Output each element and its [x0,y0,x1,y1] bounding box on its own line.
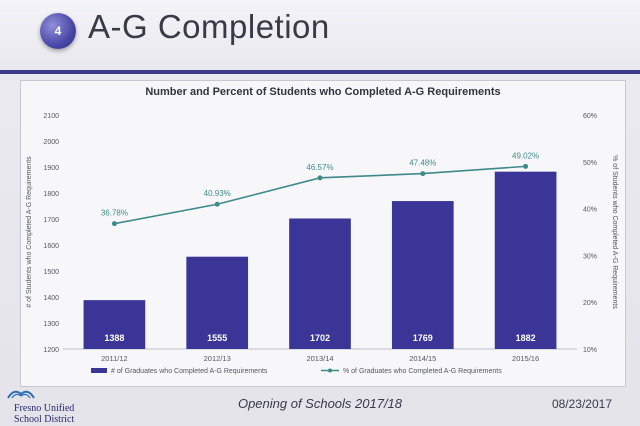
percent-point [523,163,529,169]
bar-2012-13 [186,256,249,349]
x-tick-label: 2013/14 [306,354,333,363]
legend-line-marker [328,368,332,373]
x-tick-label: 2015/16 [512,354,539,363]
percent-label: 40.93% [204,189,231,198]
y-right-tick-label: 30% [583,253,597,260]
y-tick-label: 2000 [43,139,59,146]
x-tick-label: 2011/12 [101,354,128,363]
percent-point [214,201,220,207]
y-right-axis-title: % of Students who Completed A-G Requirem… [611,155,618,309]
percent-label: 49.02% [512,151,539,160]
y-tick-label: 1500 [43,269,59,276]
percent-point [420,171,426,177]
footer-date: 08/23/2017 [551,397,612,411]
x-tick-label: 2012/13 [204,354,231,363]
y-axis-title: # of Students who Completed A-G Requirem… [26,156,33,308]
bar-value-label: 1882 [516,333,536,343]
y-tick-label: 1200 [43,347,59,354]
slide-title: A-G Completion [88,8,330,45]
bar-value-label: 1769 [413,333,433,343]
y-tick-label: 1300 [43,321,59,328]
percent-line [114,165,526,225]
chart-panel: Number and Percent of Students who Compl… [20,80,626,387]
district-logo: Fresno Unified School District [4,384,94,426]
bar-value-label: 1702 [310,333,330,343]
bar-2013-14 [289,218,351,349]
y-right-tick-label: 60% [583,113,597,120]
y-tick-label: 1900 [43,165,59,172]
slide-number-badge: 4 [40,13,76,49]
legend-line-label: % of Graduates who Completed A-G Require… [343,368,502,375]
percent-point [111,221,117,227]
y-tick-label: 1800 [43,191,59,198]
logo-book-icon [7,390,35,399]
percent-label: 47.48% [409,159,436,168]
y-tick-label: 1700 [43,217,59,224]
footer-event: Opening of Schools 2017/18 [237,396,403,411]
percent-label: 46.57% [306,163,333,172]
bar-value-label: 1388 [104,333,124,343]
slide-header: 4 A-G Completion [0,0,640,74]
y-right-tick-label: 50% [583,160,597,167]
x-tick-label: 2014/15 [409,354,436,363]
bar-value-label: 1555 [207,333,227,343]
y-tick-label: 1400 [43,295,59,302]
y-right-tick-label: 10% [583,347,597,354]
y-tick-label: 2100 [43,113,59,120]
percent-label: 36.78% [101,209,128,218]
bar-2015-16 [494,171,557,349]
bar-2011-12 [83,300,146,349]
y-tick-label: 1600 [43,243,59,250]
legend-bar-swatch [91,368,107,373]
chart-title: Number and Percent of Students who Compl… [145,86,500,98]
combo-chart: Number and Percent of Students who Compl… [26,86,618,375]
y-right-tick-label: 40% [583,207,597,214]
legend-bar-label: # of Graduates who Completed A-G Require… [111,368,268,375]
percent-point [317,175,323,181]
logo-text-line2: School District [14,414,75,425]
bar-2014-15 [391,201,454,349]
logo-text-line1: Fresno Unified [14,403,75,414]
y-right-tick-label: 20% [583,300,597,307]
